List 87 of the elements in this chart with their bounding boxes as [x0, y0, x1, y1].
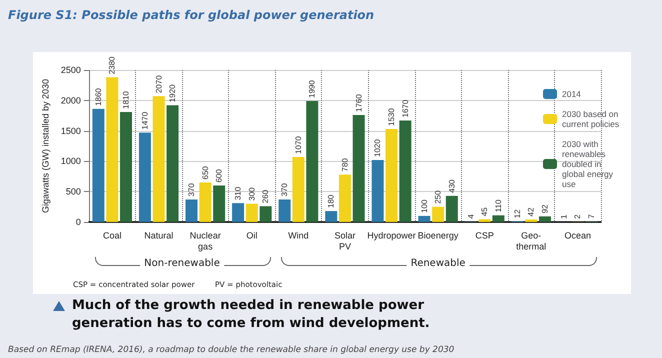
bar: [446, 196, 458, 222]
bar: [399, 120, 412, 222]
x-tick-label: CSP: [475, 230, 494, 240]
data-label: 2380: [108, 56, 117, 74]
bar: [232, 203, 244, 222]
bar: [372, 160, 384, 222]
x-tick-label: Oil: [246, 230, 258, 240]
data-label: 1810: [122, 90, 130, 109]
x-tick-label: Bioenergy: [418, 230, 459, 240]
x-tick-label: Coal: [102, 230, 122, 240]
bar: [138, 132, 151, 222]
data-label: 300: [247, 186, 256, 201]
data-label: 7: [587, 214, 596, 219]
data-label: 430: [447, 178, 456, 193]
bar: [260, 206, 272, 222]
chart-title: Figure S1: Possible paths for global power generation: [8, 8, 374, 22]
bar: [92, 108, 104, 222]
x-tick-label: Ocean: [564, 230, 591, 240]
x-tick-label: Nuclear gas: [190, 230, 221, 252]
data-label: 1020: [373, 138, 382, 157]
bar: [478, 219, 491, 222]
data-label: 1760: [354, 94, 364, 112]
bar: [292, 156, 304, 222]
y-tick-label: 2500: [60, 65, 81, 75]
text: Renewable: [406, 258, 470, 269]
text: Based on REmap (IRENA, 2016), a roadmap to double the renewable share in global energy use by 2030: [8, 345, 454, 355]
data-label: 1990: [308, 80, 317, 98]
data-label: 4: [466, 214, 476, 219]
data-label: 2070: [154, 74, 164, 94]
data-label: 600: [214, 168, 224, 183]
data-label: 12: [512, 208, 522, 218]
y-tick-label: 2000: [60, 95, 81, 106]
legend-label: 2030 with renewables doubled in global energy use: [562, 139, 616, 189]
bar: [152, 96, 165, 222]
data-label: 1: [559, 214, 568, 219]
data-label: 100: [420, 199, 429, 213]
bar: [338, 174, 351, 222]
bar: [306, 101, 318, 222]
data-label: 92: [540, 204, 550, 214]
data-label: 310: [234, 186, 243, 200]
data-label: 42: [526, 206, 536, 216]
bar: [352, 114, 365, 222]
bar: [246, 204, 258, 222]
data-label: 650: [200, 166, 210, 180]
bar: [106, 77, 118, 222]
x-tick-label: Natural: [144, 230, 174, 240]
bar: [525, 219, 538, 222]
x-tick-label: Geo- thermal: [516, 230, 546, 252]
bar: [418, 216, 430, 222]
bar: [325, 211, 338, 222]
bar: [186, 200, 198, 222]
bar: [120, 112, 132, 222]
legend-label: 2014: [562, 89, 582, 99]
bar: [166, 105, 179, 222]
data-label: 1070: [294, 136, 303, 154]
y-tick-label: 0: [76, 217, 81, 227]
y-axis-title: Gigawatts (GW) installed by 2030: [40, 78, 50, 214]
data-label: 180: [326, 194, 336, 208]
data-label: 45: [480, 206, 490, 216]
bar: [386, 128, 398, 222]
data-label: 1530: [387, 108, 396, 126]
legend-label: 2030 based on current policies: [562, 109, 621, 129]
data-label: 780: [340, 158, 350, 172]
x-tick-label: Wind: [288, 230, 309, 240]
data-label: 1920: [168, 84, 178, 102]
text: Much of the growth needed in renewable power generation has to come from wind development.: [72, 297, 431, 333]
bar: [278, 200, 291, 222]
data-label: 250: [434, 190, 443, 204]
data-label: 1470: [140, 111, 150, 130]
bar: [199, 182, 212, 222]
y-tick-label: 500: [66, 186, 81, 197]
text: Non-renewable: [140, 258, 224, 269]
bar: [432, 206, 444, 222]
data-label: 1670: [400, 99, 410, 118]
data-label: 2: [573, 214, 582, 219]
y-tick-label: 1000: [60, 156, 81, 166]
x-tick-label: Solar PV: [334, 230, 356, 252]
data-label: 370: [280, 182, 290, 197]
bar: [538, 216, 551, 222]
bar: [213, 186, 226, 222]
data-label: 260: [261, 189, 270, 204]
data-label: 110: [494, 199, 503, 212]
data-label: 370: [187, 182, 196, 197]
y-tick-label: 1500: [60, 126, 81, 136]
data-label: 1860: [94, 88, 103, 106]
x-tick-label: Hydropower: [367, 230, 416, 240]
bar: [492, 215, 504, 222]
